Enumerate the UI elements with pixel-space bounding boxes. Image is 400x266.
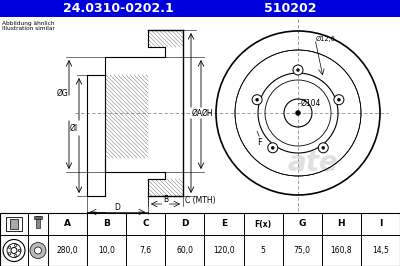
Text: D: D [181, 219, 189, 228]
Circle shape [334, 95, 344, 105]
Text: 10,0: 10,0 [98, 246, 115, 255]
Text: ate: ate [288, 149, 338, 177]
Text: F(x): F(x) [254, 219, 272, 228]
Text: A: A [64, 219, 71, 228]
Circle shape [271, 146, 274, 149]
Bar [34, 216, 42, 219]
Text: Ø104: Ø104 [301, 98, 321, 107]
Circle shape [318, 143, 328, 153]
Text: ØH: ØH [202, 109, 214, 118]
Text: 160,8: 160,8 [330, 246, 352, 255]
Text: Abbildung ähnlich: Abbildung ähnlich [2, 21, 54, 26]
Text: 24.0310-0202.1: 24.0310-0202.1 [63, 2, 173, 15]
Circle shape [34, 247, 42, 254]
Text: 5: 5 [261, 246, 266, 255]
Text: 7,6: 7,6 [140, 246, 152, 255]
Text: 14,5: 14,5 [372, 246, 389, 255]
Bar [0, 0, 400, 17]
Circle shape [256, 98, 259, 101]
Text: D: D [114, 203, 120, 213]
Text: 280,0: 280,0 [57, 246, 78, 255]
Bar [6, 217, 22, 231]
Text: C: C [142, 219, 149, 228]
Text: 75,0: 75,0 [294, 246, 311, 255]
Text: E: E [221, 219, 227, 228]
Circle shape [30, 243, 46, 259]
Text: H: H [338, 219, 345, 228]
Circle shape [322, 146, 325, 149]
Text: 510202: 510202 [264, 2, 316, 15]
Text: 120,0: 120,0 [213, 246, 235, 255]
Text: ØI: ØI [70, 123, 78, 132]
Circle shape [268, 143, 278, 153]
Bar [0, 213, 400, 266]
Text: G: G [298, 219, 306, 228]
Circle shape [296, 69, 300, 72]
Text: ØA: ØA [192, 109, 203, 118]
Text: ØG: ØG [56, 89, 68, 98]
Text: B: B [163, 196, 168, 205]
Text: F: F [257, 138, 262, 147]
Bar [10, 219, 18, 229]
Text: B: B [103, 219, 110, 228]
Text: C (MTH): C (MTH) [185, 196, 216, 205]
Circle shape [252, 95, 262, 105]
Text: I: I [379, 219, 382, 228]
Bar [36, 216, 40, 228]
Text: Illustration similar: Illustration similar [2, 26, 55, 31]
Text: Ø12,6: Ø12,6 [316, 36, 336, 42]
Circle shape [337, 98, 340, 101]
Circle shape [296, 110, 300, 115]
Circle shape [293, 65, 303, 75]
Text: 60,0: 60,0 [176, 246, 193, 255]
